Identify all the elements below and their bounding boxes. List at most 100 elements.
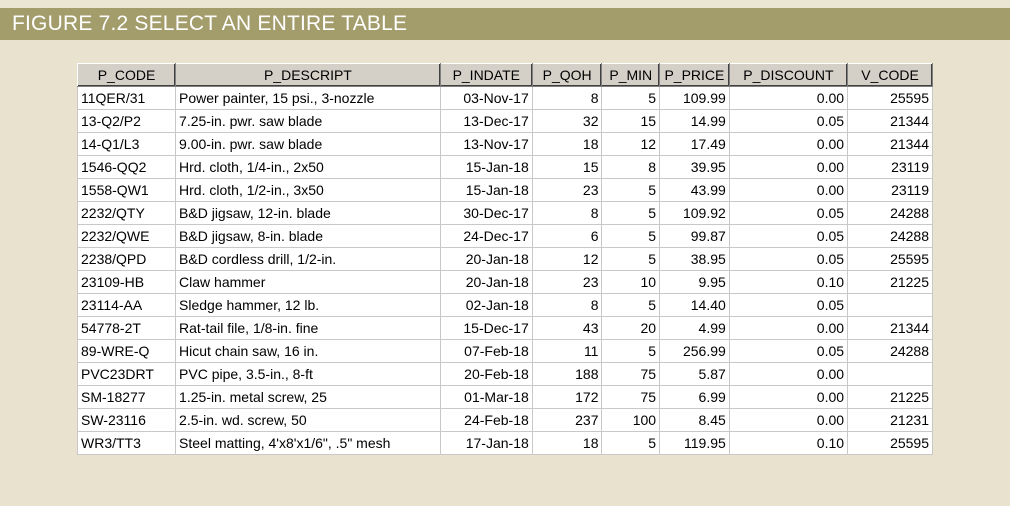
cell-p-discount[interactable]: 0.05	[728, 247, 849, 271]
cell-p-indate[interactable]: 01-Mar-18	[439, 385, 533, 409]
cell-p-price[interactable]: 4.99	[659, 316, 730, 340]
cell-v-code[interactable]: 25595	[847, 431, 933, 455]
cell-p-code[interactable]: 54778-2T	[76, 316, 177, 340]
cell-p-indate[interactable]: 17-Jan-18	[439, 431, 533, 455]
cell-p-min[interactable]: 5	[601, 201, 661, 225]
cell-p-code[interactable]: 1546-QQ2	[76, 155, 177, 179]
cell-p-min[interactable]: 75	[601, 362, 661, 386]
cell-p-code[interactable]: PVC23DRT	[76, 362, 177, 386]
cell-p-descript[interactable]: Hicut chain saw, 16 in.	[175, 339, 441, 363]
cell-v-code[interactable]: 25595	[847, 247, 933, 271]
cell-p-descript[interactable]: Claw hammer	[175, 270, 441, 294]
cell-p-price[interactable]: 8.45	[659, 408, 730, 432]
cell-p-descript[interactable]: B&D cordless drill, 1/2-in.	[175, 247, 441, 271]
column-header-p-code[interactable]: P_CODE	[76, 63, 177, 87]
cell-v-code[interactable]: 21225	[847, 270, 933, 294]
table-row[interactable]: 54778-2T Rat-tail file, 1/8-in. fine 15-De…	[76, 316, 933, 340]
cell-p-discount[interactable]: 0.05	[728, 293, 849, 317]
cell-v-code[interactable]: 23119	[847, 178, 933, 202]
table-row[interactable]: WR3/TT3 Steel matting, 4'x8'x1/6", .5" me…	[76, 431, 933, 455]
cell-v-code[interactable]: 21344	[847, 132, 933, 156]
table-row[interactable]: 2238/QPD B&D cordless drill, 1/2-in. 20-Ja…	[76, 247, 933, 271]
cell-p-qoh[interactable]: 237	[531, 408, 603, 432]
table-row[interactable]: 23109-HB Claw hammer 20-Jan-18 23 10 9.95 0.10…	[76, 270, 933, 294]
column-header-p-descript[interactable]: P_DESCRIPT	[175, 63, 441, 87]
cell-p-indate[interactable]: 24-Dec-17	[439, 224, 533, 248]
cell-p-min[interactable]: 5	[601, 86, 661, 110]
cell-p-descript[interactable]: B&D jigsaw, 12-in. blade	[175, 201, 441, 225]
table-row[interactable]: 11QER/31 Power painter, 15 psi., 3-nozzle…	[76, 86, 933, 110]
cell-v-code[interactable]: 23119	[847, 155, 933, 179]
cell-p-descript[interactable]: Hrd. cloth, 1/4-in., 2x50	[175, 155, 441, 179]
column-header-v-code[interactable]: V_CODE	[847, 63, 933, 87]
cell-p-indate[interactable]: 02-Jan-18	[439, 293, 533, 317]
table-row[interactable]: PVC23DRT PVC pipe, 3.5-in., 8-ft 20-Feb-18…	[76, 362, 933, 386]
cell-v-code[interactable]: 25595	[847, 86, 933, 110]
cell-p-discount[interactable]: 0.05	[728, 201, 849, 225]
cell-p-code[interactable]: 1558-QW1	[76, 178, 177, 202]
cell-p-code[interactable]: 89-WRE-Q	[76, 339, 177, 363]
cell-v-code[interactable]	[847, 362, 933, 386]
cell-p-price[interactable]: 99.87	[659, 224, 730, 248]
cell-p-descript[interactable]: Steel matting, 4'x8'x1/6", .5" mesh	[175, 431, 441, 455]
cell-p-indate[interactable]: 20-Feb-18	[439, 362, 533, 386]
cell-p-min[interactable]: 15	[601, 109, 661, 133]
cell-p-code[interactable]: WR3/TT3	[76, 431, 177, 455]
cell-p-qoh[interactable]: 23	[531, 270, 603, 294]
cell-p-min[interactable]: 5	[601, 247, 661, 271]
cell-p-indate[interactable]: 30-Dec-17	[439, 201, 533, 225]
cell-p-code[interactable]: SW-23116	[76, 408, 177, 432]
cell-p-code[interactable]: 23114-AA	[76, 293, 177, 317]
cell-p-indate[interactable]: 13-Dec-17	[439, 109, 533, 133]
cell-p-qoh[interactable]: 8	[531, 293, 603, 317]
cell-p-indate[interactable]: 15-Jan-18	[439, 178, 533, 202]
cell-p-min[interactable]: 8	[601, 155, 661, 179]
cell-p-code[interactable]: 11QER/31	[76, 86, 177, 110]
table-row[interactable]: 2232/QWE B&D jigsaw, 8-in. blade 24-Dec-17…	[76, 224, 933, 248]
cell-p-indate[interactable]: 20-Jan-18	[439, 270, 533, 294]
cell-p-indate[interactable]: 03-Nov-17	[439, 86, 533, 110]
cell-p-price[interactable]: 17.49	[659, 132, 730, 156]
cell-p-code[interactable]: 13-Q2/P2	[76, 109, 177, 133]
cell-p-qoh[interactable]: 8	[531, 86, 603, 110]
cell-p-descript[interactable]: Power painter, 15 psi., 3-nozzle	[175, 86, 441, 110]
table-row[interactable]: 13-Q2/P2 7.25-in. pwr. saw blade 13-Dec-17…	[76, 109, 933, 133]
cell-p-discount[interactable]: 0.00	[728, 132, 849, 156]
cell-p-qoh[interactable]: 11	[531, 339, 603, 363]
cell-p-price[interactable]: 14.99	[659, 109, 730, 133]
cell-p-price[interactable]: 9.95	[659, 270, 730, 294]
cell-p-price[interactable]: 119.95	[659, 431, 730, 455]
cell-v-code[interactable]: 24288	[847, 339, 933, 363]
cell-p-discount[interactable]: 0.00	[728, 408, 849, 432]
cell-p-discount[interactable]: 0.10	[728, 270, 849, 294]
cell-p-indate[interactable]: 15-Jan-18	[439, 155, 533, 179]
cell-p-price[interactable]: 256.99	[659, 339, 730, 363]
cell-p-indate[interactable]: 07-Feb-18	[439, 339, 533, 363]
cell-p-price[interactable]: 38.95	[659, 247, 730, 271]
cell-p-price[interactable]: 5.87	[659, 362, 730, 386]
cell-p-discount[interactable]: 0.00	[728, 155, 849, 179]
column-header-p-indate[interactable]: P_INDATE	[439, 63, 533, 87]
cell-p-descript[interactable]: PVC pipe, 3.5-in., 8-ft	[175, 362, 441, 386]
cell-p-indate[interactable]: 20-Jan-18	[439, 247, 533, 271]
cell-p-min[interactable]: 5	[601, 431, 661, 455]
column-header-p-min[interactable]: P_MIN	[601, 63, 661, 87]
cell-p-qoh[interactable]: 18	[531, 132, 603, 156]
cell-p-price[interactable]: 14.40	[659, 293, 730, 317]
column-header-p-qoh[interactable]: P_QOH	[531, 63, 603, 87]
table-row[interactable]: 2232/QTY B&D jigsaw, 12-in. blade 30-Dec-1…	[76, 201, 933, 225]
cell-v-code[interactable]: 21344	[847, 316, 933, 340]
cell-p-discount[interactable]: 0.10	[728, 431, 849, 455]
cell-p-discount[interactable]: 0.05	[728, 224, 849, 248]
cell-p-descript[interactable]: 1.25-in. metal screw, 25	[175, 385, 441, 409]
cell-p-min[interactable]: 20	[601, 316, 661, 340]
cell-p-min[interactable]: 10	[601, 270, 661, 294]
table-row[interactable]: 1546-QQ2 Hrd. cloth, 1/4-in., 2x50 15-Jan-…	[76, 155, 933, 179]
cell-p-price[interactable]: 43.99	[659, 178, 730, 202]
cell-p-code[interactable]: 14-Q1/L3	[76, 132, 177, 156]
cell-p-price[interactable]: 109.99	[659, 86, 730, 110]
cell-p-descript[interactable]: 9.00-in. pwr. saw blade	[175, 132, 441, 156]
cell-p-min[interactable]: 5	[601, 224, 661, 248]
cell-p-price[interactable]: 39.95	[659, 155, 730, 179]
cell-p-discount[interactable]: 0.00	[728, 316, 849, 340]
